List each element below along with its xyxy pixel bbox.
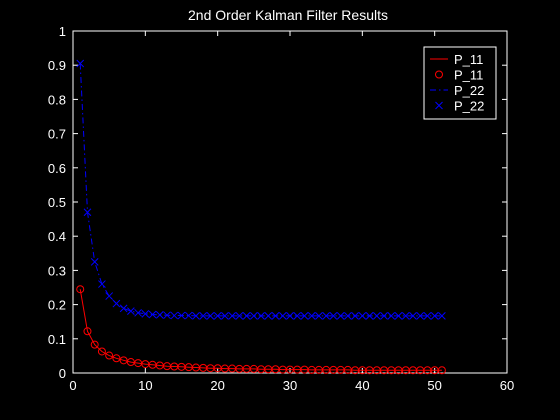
series-line-1 [79,289,442,371]
series-markers [76,59,446,375]
data-point [437,366,446,375]
data-point [372,312,381,320]
y-tick-label: 0.7 [48,127,66,142]
data-point [322,312,331,320]
data-point [365,312,374,320]
chart-title: 2nd Order Kalman Filter Results [188,7,388,23]
data-point [221,312,229,320]
y-tick-label: 0.4 [48,229,66,244]
y-tick-label: 1 [59,24,66,39]
data-point [315,312,323,320]
data-point [213,312,222,320]
data-point [300,312,309,320]
data-point [76,59,85,68]
data-point [98,280,106,288]
data-point [184,311,193,320]
y-tick-label: 0.2 [48,298,66,313]
legend-label: P_22 [454,83,484,98]
x-tick-label: 20 [210,378,224,393]
data-point [192,312,200,320]
data-point [351,312,359,320]
data-point [293,312,302,320]
data-point [83,327,92,336]
data-point [235,312,244,320]
legend-marker-sample [435,70,443,79]
data-point [105,351,114,360]
y-tick-label: 0 [59,366,66,381]
data-point [401,312,410,320]
data-point [242,312,251,320]
data-point [286,312,294,320]
data-point [307,312,316,320]
data-point [344,312,352,320]
legend-marker-sample [435,101,443,110]
data-point [336,312,345,320]
data-point [329,312,338,320]
data-point [112,299,121,308]
data-point [206,312,215,320]
tick-group: 0 10 20 30 40 50 60 0 0.1 0.2 0.3 0.4 0.5 0.6 0.7 0.8 0.… [48,24,514,393]
x-tick-label: 30 [283,378,297,393]
data-point [119,304,128,313]
y-tick-label: 0.1 [48,332,66,347]
data-point [105,292,114,300]
data-point [90,340,99,349]
data-point [387,312,396,320]
data-point [76,285,85,294]
legend-label: P_11 [454,68,483,83]
data-point [90,257,99,266]
data-point [155,311,164,319]
data-point [423,312,432,320]
data-point [177,311,186,320]
data-point [438,312,446,320]
data-point [141,309,150,318]
data-point [228,312,236,320]
data-point [199,312,208,320]
data-point [271,312,280,320]
series-line-2 [79,63,442,317]
x-tick-label: 0 [69,378,76,393]
series-lines [79,63,442,371]
y-tick-label: 0.5 [48,195,66,210]
x-tick-label: 60 [500,378,514,393]
x-tick-label: 50 [427,378,441,393]
legend: P_11P_11P_22P_22 [423,46,497,120]
data-point [409,312,417,320]
data-point [257,312,265,320]
data-point [380,312,388,320]
data-point [134,308,142,317]
y-tick-label: 0.6 [48,161,66,176]
data-point [83,208,92,217]
y-tick-label: 0.8 [48,92,66,107]
x-tick-label: 40 [355,378,369,393]
data-point [119,356,128,365]
x-tick-label: 10 [138,378,152,393]
data-point [394,312,403,320]
data-point [264,312,273,320]
data-point [358,312,367,320]
data-point [170,311,179,320]
legend-label: P_22 [454,99,484,114]
legend-label: P_11 [454,52,483,67]
data-point [97,347,106,356]
y-tick-label: 0.9 [48,58,66,73]
data-point [249,312,258,320]
data-point [112,354,121,363]
data-point [148,310,157,319]
data-point [163,311,171,320]
y-tick-label: 0.3 [48,263,66,278]
data-point [278,312,287,320]
data-point [127,307,135,315]
data-point [430,312,439,320]
data-point [416,312,425,320]
